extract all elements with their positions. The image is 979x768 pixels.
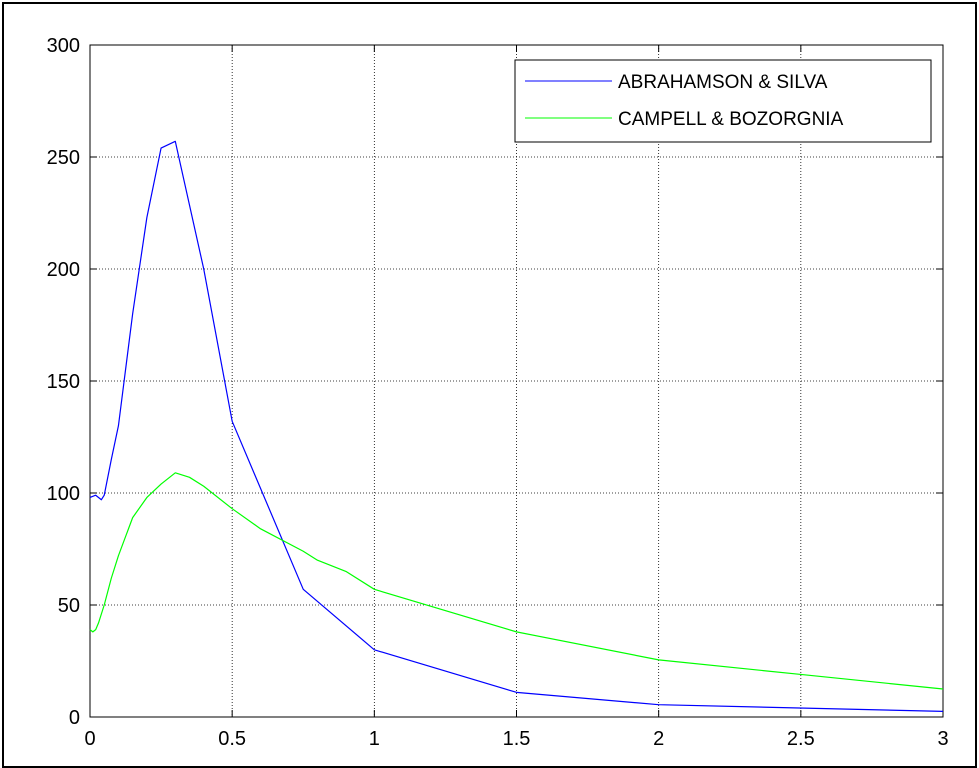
y-tick-label: 50 [58, 595, 80, 617]
y-tick-label: 200 [47, 259, 80, 281]
x-tick-label: 2.5 [787, 728, 815, 750]
y-tick-label: 300 [47, 35, 80, 57]
x-tick-label: 1.5 [503, 728, 531, 750]
y-tick-label: 150 [47, 371, 80, 393]
legend-box [514, 59, 932, 143]
x-tick-label: 3 [937, 728, 948, 750]
legend: ABRAHAMSON & SILVA CAMPELL & BOZORGNIA [514, 59, 932, 143]
grid-lines [90, 45, 943, 717]
y-tick-label: 0 [69, 707, 80, 729]
y-tick-label: 100 [47, 483, 80, 505]
series-line-abrahamson [89, 140, 944, 712]
x-tick-label: 0 [84, 728, 95, 750]
x-tick-label: 1 [369, 728, 380, 750]
x-tick-label: 2 [653, 728, 664, 750]
x-tick-label: 0.5 [218, 728, 246, 750]
y-tick-label: 250 [47, 147, 80, 169]
series-layer [89, 140, 944, 712]
series-line-campell [89, 472, 944, 690]
ticks: 0 0.5 1 1.5 2 2.5 3 0 50 100 150 200 250 300 [47, 35, 949, 750]
legend-label-abrahamson: ABRAHAMSON & SILVA [618, 72, 828, 93]
legend-label-campell: CAMPELL & BOZORGNIA [618, 109, 844, 130]
